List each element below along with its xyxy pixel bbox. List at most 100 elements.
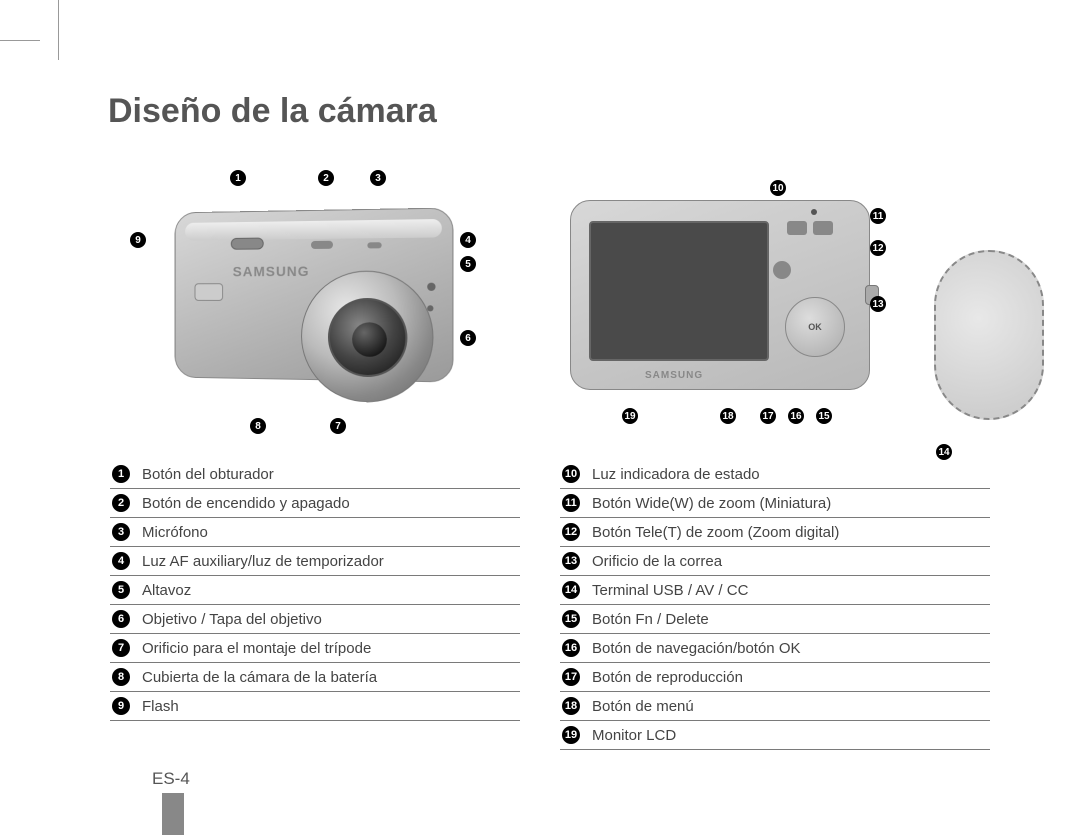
legend-row: 5 Altavoz (110, 576, 520, 605)
legend-label: Orificio para el montaje del trípode (142, 640, 516, 657)
callout-marker: 2 (318, 170, 334, 186)
callout-marker: 18 (720, 408, 736, 424)
legend-label: Orificio de la correa (592, 553, 986, 570)
legend-number: 4 (112, 552, 130, 570)
legend-number: 5 (112, 581, 130, 599)
legend-number: 10 (562, 465, 580, 483)
legend-label: Objetivo / Tapa del objetivo (142, 611, 516, 628)
camera-back-diagram: SAMSUNG 10111213141516171819 (560, 190, 980, 470)
callout-marker: 19 (622, 408, 638, 424)
legend-number: 1 (112, 465, 130, 483)
brand-logo-back: SAMSUNG (645, 370, 703, 381)
legend-row: 13 Orificio de la correa (560, 547, 990, 576)
legend-row: 17 Botón de reproducción (560, 663, 990, 692)
legend-label: Terminal USB / AV / CC (592, 582, 986, 599)
brand-logo-front: SAMSUNG (233, 263, 310, 279)
af-light-shape (427, 283, 435, 291)
callout-marker: 10 (770, 180, 786, 196)
camera-front-body: SAMSUNG (175, 207, 454, 382)
legend-number: 8 (112, 668, 130, 686)
zoom-tele-button-shape (813, 221, 833, 235)
callout-marker: 15 (816, 408, 832, 424)
page-title: Diseño de la cámara (108, 92, 437, 131)
legend-row: 16 Botón de navegación/botón OK (560, 634, 990, 663)
status-led-shape (811, 209, 817, 215)
callout-marker: 5 (460, 256, 476, 272)
legend-label: Flash (142, 698, 516, 715)
legend-row: 10Luz indicadora de estado (560, 460, 990, 489)
legend-number: 13 (562, 552, 580, 570)
callout-marker: 4 (460, 232, 476, 248)
callout-marker: 16 (788, 408, 804, 424)
legend-number: 15 (562, 610, 580, 628)
legend-row: 14 Terminal USB / AV / CC (560, 576, 990, 605)
legend-number: 6 (112, 610, 130, 628)
callout-marker: 3 (370, 170, 386, 186)
legend-label: Luz AF auxiliary/luz de temporizador (142, 553, 516, 570)
callout-marker: 11 (870, 208, 886, 224)
legend-label: Monitor LCD (592, 727, 986, 744)
legend-row: 7 Orificio para el montaje del trípode (110, 634, 520, 663)
legend-row: 18 Botón de menú (560, 692, 990, 721)
legend-label: Micrófono (142, 524, 516, 541)
legend-label: Botón de navegación/botón OK (592, 640, 986, 657)
legend-label: Botón de menú (592, 698, 986, 715)
legend-row: 4 Luz AF auxiliary/luz de temporizador (110, 547, 520, 576)
callout-marker: 13 (870, 296, 886, 312)
legend-row: 9 Flash (110, 692, 520, 721)
camera-front-diagram: SAMSUNG 123456789 (130, 170, 480, 460)
legend-number: 3 (112, 523, 130, 541)
legend-number: 19 (562, 726, 580, 744)
shutter-button-shape (231, 238, 264, 250)
side-terminal-detail (934, 250, 1044, 420)
lens-barrel (301, 270, 433, 403)
callout-marker: 7 (330, 418, 346, 434)
legend-row: 8 Cubierta de la cámara de la batería (110, 663, 520, 692)
power-button-shape (311, 241, 333, 249)
legend-row: 2 Botón de encendido y apagado (110, 489, 520, 518)
legend-label: Botón de encendido y apagado (142, 495, 516, 512)
legend-row: 1 Botón del obturador (110, 460, 520, 489)
legend-label: Cubierta de la cámara de la batería (142, 669, 516, 686)
legend-label: Botón del obturador (142, 466, 516, 483)
callout-marker: 9 (130, 232, 146, 248)
legend-number: 17 (562, 668, 580, 686)
page-number: ES-4 (152, 769, 190, 789)
zoom-wide-button-shape (787, 221, 807, 235)
menu-button-shape (773, 261, 791, 279)
legend-row: 3 Micrófono (110, 518, 520, 547)
legend-row: 6 Objetivo / Tapa del objetivo (110, 605, 520, 634)
crop-mark-horizontal (0, 40, 40, 41)
page-tab (162, 793, 184, 835)
legend-number: 2 (112, 494, 130, 512)
legend-number: 14 (562, 581, 580, 599)
legend-front: 1 Botón del obturador 2 Botón de encendido … (110, 460, 520, 721)
callout-marker: 1 (230, 170, 246, 186)
lens-glass (328, 298, 407, 378)
legend-number: 9 (112, 697, 130, 715)
flash-shape (195, 283, 224, 301)
callout-marker: 8 (250, 418, 266, 434)
legend-back: 10Luz indicadora de estado 11 Botón Wide(W… (560, 460, 990, 750)
navigation-dpad (785, 297, 845, 357)
legend-row: 19 Monitor LCD (560, 721, 990, 750)
legend-number: 16 (562, 639, 580, 657)
callout-marker: 17 (760, 408, 776, 424)
legend-row: 11 Botón Wide(W) de zoom (Miniatura) (560, 489, 990, 518)
microphone-shape (367, 242, 381, 248)
legend-label: Botón Fn / Delete (592, 611, 986, 628)
legend-label: Altavoz (142, 582, 516, 599)
crop-mark-vertical (58, 0, 59, 60)
callout-marker: 14 (936, 444, 952, 460)
legend-number: 7 (112, 639, 130, 657)
lcd-screen (589, 221, 769, 361)
legend-label: Botón de reproducción (592, 669, 986, 686)
legend-number: 11 (562, 494, 580, 512)
legend-number: 18 (562, 697, 580, 715)
legend-label: Botón Wide(W) de zoom (Miniatura) (592, 495, 986, 512)
callout-marker: 12 (870, 240, 886, 256)
legend-row: 12Botón Tele(T) de zoom (Zoom digital) (560, 518, 990, 547)
camera-back-body: SAMSUNG (570, 200, 870, 390)
legend-number: 12 (562, 523, 580, 541)
legend-row: 15 Botón Fn / Delete (560, 605, 990, 634)
